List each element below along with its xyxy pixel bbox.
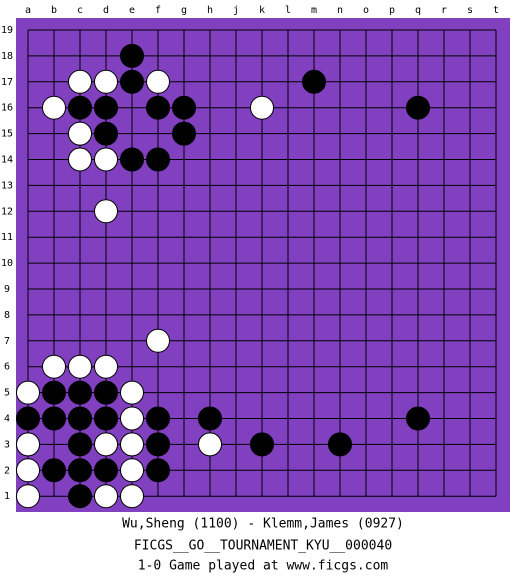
black-stone	[146, 147, 170, 172]
column-label: c	[77, 5, 83, 16]
column-label: o	[363, 5, 369, 16]
black-stone	[94, 121, 118, 146]
row-label: 17	[1, 77, 13, 88]
black-stone	[68, 432, 92, 457]
black-stone	[120, 43, 144, 68]
column-label: s	[467, 5, 473, 16]
black-stone	[172, 121, 196, 146]
black-stone	[94, 458, 118, 483]
black-stone	[250, 432, 274, 457]
black-stone	[198, 406, 222, 431]
black-stone	[328, 432, 352, 457]
row-label: 11	[1, 232, 13, 243]
white-stone	[68, 147, 92, 172]
black-stone	[94, 95, 118, 120]
white-stone	[68, 354, 92, 379]
row-label: 19	[1, 25, 13, 36]
white-stone	[94, 199, 118, 224]
white-stone	[42, 354, 66, 379]
row-label: 2	[4, 465, 10, 476]
column-label: f	[155, 5, 161, 16]
event: FICGS__GO__TOURNAMENT_KYU__000040	[134, 539, 392, 554]
black-stone	[42, 406, 66, 431]
row-label: 12	[1, 206, 13, 217]
column-label: g	[181, 5, 187, 16]
row-label: 6	[4, 362, 10, 373]
black-stone	[68, 458, 92, 483]
black-stone	[302, 69, 326, 94]
white-stone	[68, 121, 92, 146]
column-label: n	[337, 5, 343, 16]
white-stone	[94, 484, 118, 509]
column-label: l	[285, 5, 291, 16]
black-stone	[42, 380, 66, 405]
row-label: 1	[4, 491, 10, 502]
white-stone	[250, 95, 274, 120]
players: Wu,Sheng (1100) - Klemm,James (0927)	[122, 517, 404, 532]
black-stone	[68, 484, 92, 509]
row-label: 7	[4, 336, 10, 347]
column-label: k	[259, 5, 265, 16]
white-stone	[16, 484, 40, 509]
black-stone	[146, 95, 170, 120]
row-label: 14	[1, 155, 13, 166]
white-stone	[120, 432, 144, 457]
black-stone	[172, 95, 196, 120]
white-stone	[94, 432, 118, 457]
white-stone	[120, 380, 144, 405]
white-stone	[120, 406, 144, 431]
column-label: j	[233, 5, 239, 16]
black-stone	[146, 406, 170, 431]
white-stone	[120, 484, 144, 509]
column-label: m	[311, 5, 317, 16]
row-label: 9	[4, 284, 10, 295]
white-stone	[120, 458, 144, 483]
white-stone	[16, 432, 40, 457]
column-label: e	[129, 5, 135, 16]
column-label: b	[51, 5, 57, 16]
row-label: 5	[4, 388, 10, 399]
black-stone	[406, 406, 430, 431]
column-label: r	[441, 5, 447, 16]
column-label: h	[207, 5, 213, 16]
white-stone	[16, 380, 40, 405]
black-stone	[94, 380, 118, 405]
column-label: q	[415, 5, 421, 16]
row-label: 16	[1, 103, 13, 114]
black-stone	[42, 458, 66, 483]
black-stone	[120, 69, 144, 94]
black-stone	[16, 406, 40, 431]
white-stone	[16, 458, 40, 483]
column-label: p	[389, 5, 395, 16]
row-label: 3	[4, 439, 10, 450]
white-stone	[146, 69, 170, 94]
black-stone	[146, 432, 170, 457]
row-label: 18	[1, 51, 13, 62]
black-stone	[406, 95, 430, 120]
white-stone	[146, 328, 170, 353]
row-label: 10	[1, 258, 13, 269]
black-stone	[146, 458, 170, 483]
column-label: d	[103, 5, 109, 16]
white-stone	[42, 95, 66, 120]
black-stone	[120, 147, 144, 172]
black-stone	[68, 406, 92, 431]
white-stone	[94, 354, 118, 379]
white-stone	[94, 147, 118, 172]
result: 1-0 Game played at www.ficgs.com	[138, 559, 389, 574]
column-label: t	[493, 5, 499, 16]
column-label: a	[25, 5, 31, 16]
row-label: 13	[1, 180, 13, 191]
row-label: 15	[1, 129, 13, 140]
white-stone	[198, 432, 222, 457]
black-stone	[94, 406, 118, 431]
row-label: 8	[4, 310, 10, 321]
black-stone	[68, 95, 92, 120]
white-stone	[94, 69, 118, 94]
row-label: 4	[4, 414, 10, 425]
black-stone	[68, 380, 92, 405]
white-stone	[68, 69, 92, 94]
